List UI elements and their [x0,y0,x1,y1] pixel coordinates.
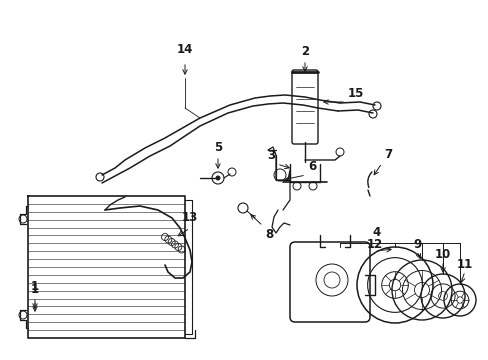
Text: 5: 5 [213,141,222,154]
Text: 4: 4 [372,226,380,239]
Text: 10: 10 [434,248,450,261]
Text: 6: 6 [307,160,316,173]
Text: 15: 15 [347,87,364,100]
Text: 1: 1 [31,283,39,296]
Text: 13: 13 [182,211,198,224]
Text: 7: 7 [383,148,391,161]
Text: 1: 1 [31,280,39,293]
Text: 12: 12 [366,238,382,251]
Text: 3: 3 [266,149,274,162]
Text: 14: 14 [177,43,193,56]
Text: 11: 11 [456,258,472,271]
Text: 8: 8 [264,228,273,241]
Text: 9: 9 [412,238,420,251]
Text: 2: 2 [300,45,308,58]
Circle shape [216,176,220,180]
